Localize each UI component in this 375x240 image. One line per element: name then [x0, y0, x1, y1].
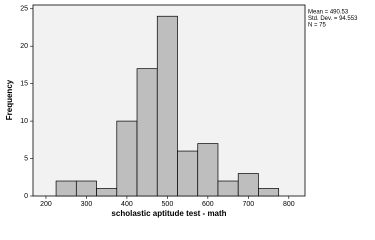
annotation: Std. Dev. = 94.553 — [308, 16, 358, 22]
x-tick-label: 200 — [40, 201, 52, 208]
y-tick-label: 15 — [20, 80, 28, 87]
x-tick-label: 400 — [121, 201, 133, 208]
bar — [136, 68, 158, 197]
bar — [96, 188, 118, 197]
annotation: N = 75 — [308, 23, 327, 29]
x-tick-label: 600 — [202, 201, 214, 208]
y-axis-label: Frequency — [5, 79, 14, 120]
bar — [177, 150, 199, 197]
y-tick-label: 5 — [24, 155, 28, 162]
bar — [237, 173, 259, 197]
chart: scholastic aptitude test - math Frequenc… — [5, 4, 358, 218]
y-tick-label: 10 — [20, 118, 28, 125]
bar — [258, 188, 280, 197]
y-tick-label: 0 — [24, 193, 28, 200]
x-tick-label: 800 — [283, 201, 295, 208]
y-tick-label: 25 — [20, 6, 28, 13]
x-tick-label: 500 — [162, 201, 174, 208]
bar — [116, 120, 138, 197]
annotation: Mean = 490.53 — [308, 10, 349, 16]
bar — [197, 143, 219, 197]
bar — [55, 180, 77, 197]
bar — [156, 15, 178, 197]
x-axis-label: scholastic aptitude test - math — [111, 209, 226, 218]
y-tick-label: 20 — [20, 43, 28, 50]
bar — [75, 180, 97, 197]
bar — [217, 180, 239, 197]
x-tick-label: 300 — [81, 201, 93, 208]
x-tick-label: 700 — [242, 201, 254, 208]
